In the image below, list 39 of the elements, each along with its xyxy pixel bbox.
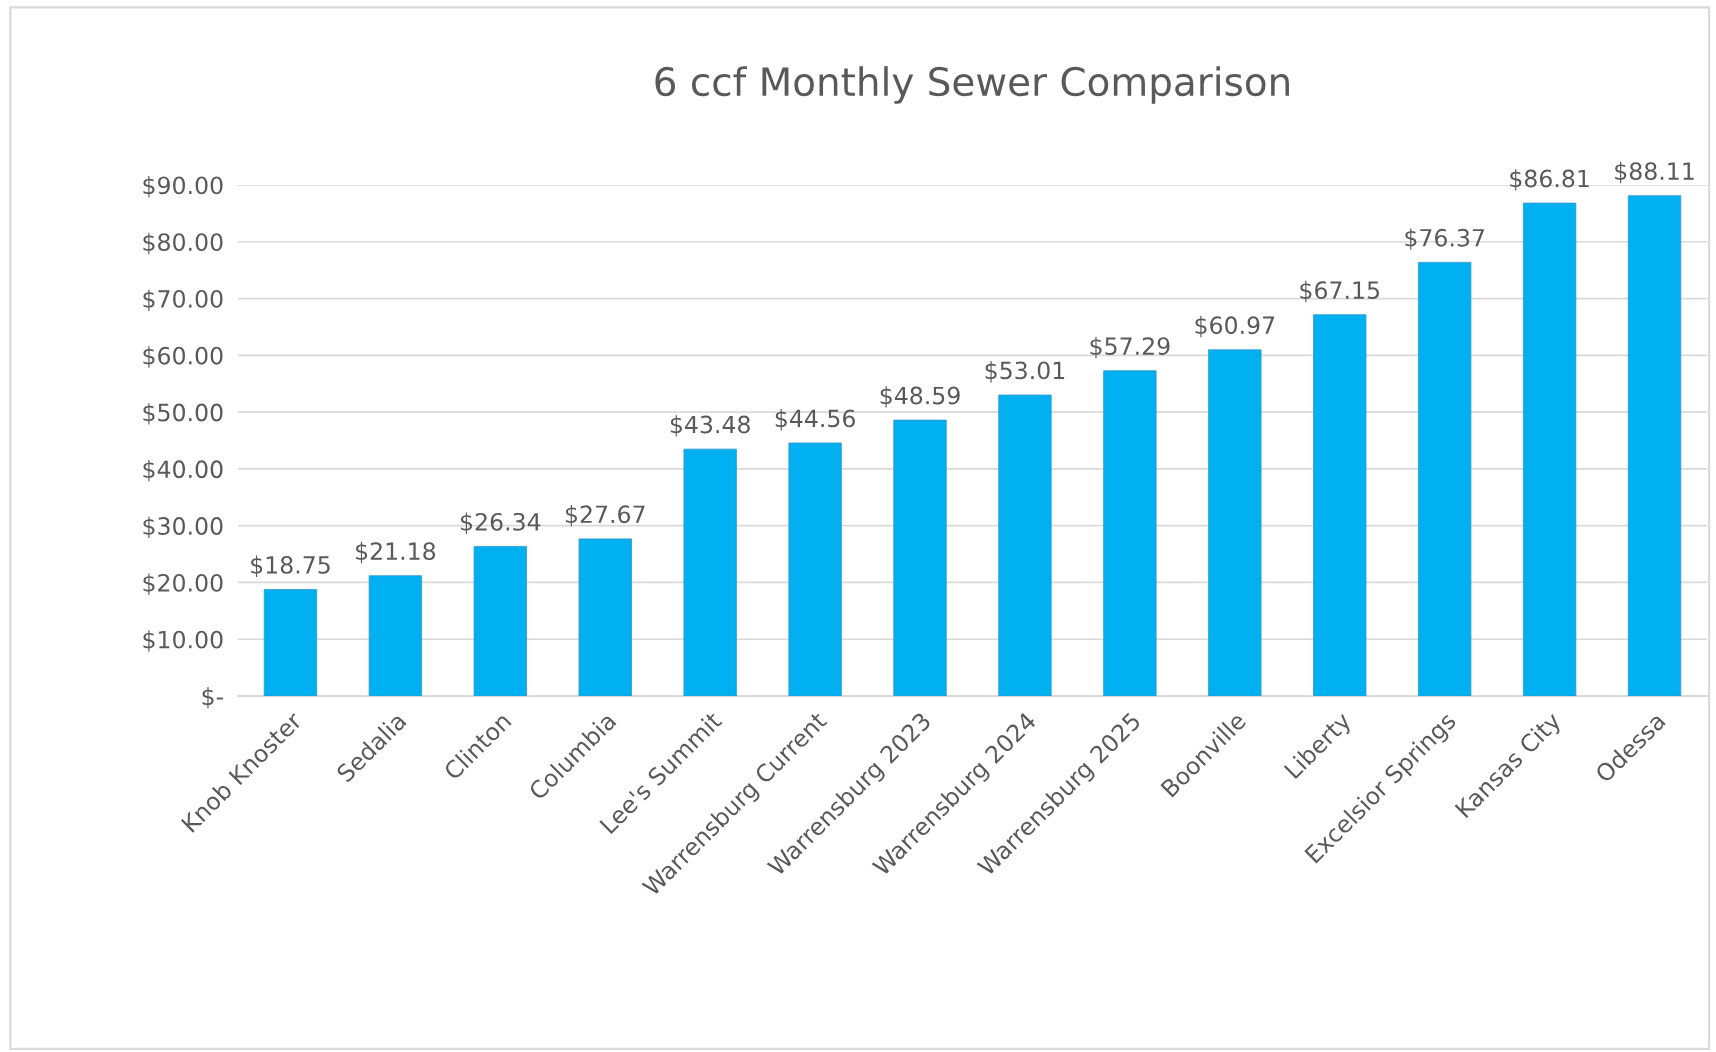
bar [998, 394, 1052, 696]
bar [1208, 349, 1262, 696]
bar [1418, 261, 1472, 696]
y-tick-label: $90.00 [143, 176, 223, 198]
data-label: $44.56 [775, 409, 855, 431]
y-tick-label: $70.00 [143, 289, 223, 311]
bar [1103, 370, 1157, 696]
data-label: $21.18 [356, 541, 436, 564]
y-tick-label: $10.00 [143, 630, 223, 652]
data-label: $43.48 [670, 415, 750, 437]
bar [788, 442, 842, 696]
bar [1313, 314, 1367, 696]
bar [683, 448, 737, 696]
bar [1627, 195, 1682, 696]
data-label: $76.37 [1405, 228, 1484, 250]
bar [368, 575, 423, 696]
y-tick-label: $- [202, 687, 223, 709]
bar [893, 419, 947, 696]
bar [1522, 202, 1577, 696]
y-tick-label: $20.00 [143, 573, 223, 595]
y-tick-label: $40.00 [143, 459, 223, 482]
y-tick-label: $50.00 [143, 403, 223, 425]
bar [578, 538, 632, 696]
data-label: $57.29 [1090, 336, 1170, 359]
bar [473, 546, 527, 696]
data-label: $86.81 [1510, 169, 1589, 191]
bar [263, 589, 318, 696]
data-label: $67.15 [1300, 280, 1379, 303]
data-label: $27.67 [565, 504, 645, 527]
data-label: $88.11 [1615, 161, 1694, 184]
y-tick-label: $60.00 [143, 346, 223, 368]
data-label: $60.97 [1195, 315, 1275, 338]
y-tick-label: $30.00 [143, 516, 223, 539]
data-label: $53.01 [985, 361, 1065, 383]
data-label: $18.75 [251, 555, 330, 577]
chart-title: 6 ccf Monthly Sewer Comparison [655, 66, 1289, 104]
data-label: $26.34 [460, 512, 541, 534]
data-label: $48.59 [880, 386, 960, 408]
y-tick-label: $80.00 [143, 232, 223, 255]
